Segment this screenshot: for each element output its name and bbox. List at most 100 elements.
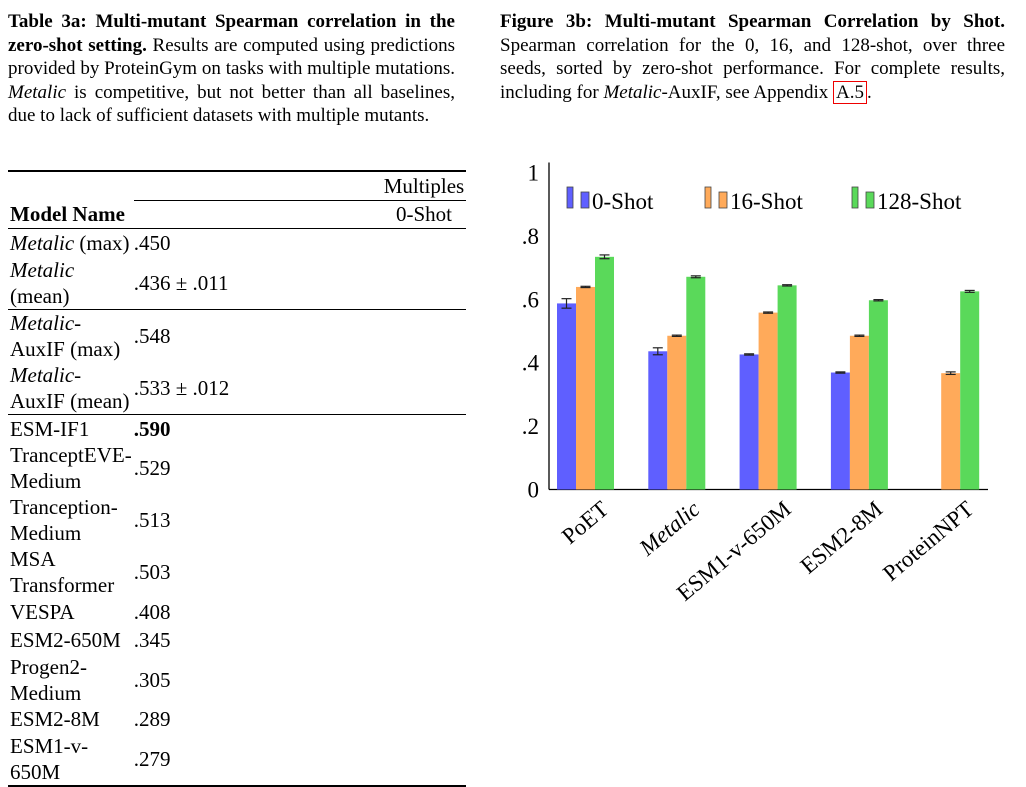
- caption-text: -AuxIF, see Appendix: [661, 81, 834, 103]
- model-name: Metalic-AuxIF (max): [8, 309, 134, 362]
- legend-swatch: [718, 191, 728, 209]
- bar: [648, 351, 668, 490]
- score: .533 ± .012: [133, 375, 230, 400]
- model-name: MSA Transformer: [8, 546, 134, 598]
- bar: [576, 286, 595, 490]
- score: .513: [133, 508, 171, 533]
- error-bar: [561, 298, 572, 309]
- col-header-value: 0-Shot: [395, 202, 452, 227]
- legend-label: 128-Shot: [877, 189, 962, 214]
- y-tick-label: 1: [528, 161, 540, 186]
- x-tick-label: ProteinNPT: [878, 496, 978, 586]
- table-row: Metalic-AuxIF (max) .548: [8, 309, 467, 362]
- table-row: TranceptEVE-Medium .529: [8, 442, 466, 494]
- bar: [557, 303, 576, 490]
- x-tick-label: Metalic: [634, 496, 705, 561]
- figure-caption-title: Figure 3b: Multi-mutant Spearman Correla…: [500, 11, 1005, 32]
- model-name: Tranception-Medium: [8, 494, 134, 546]
- score: .305: [133, 667, 171, 692]
- model-name: ESM-IF1: [8, 414, 134, 442]
- table-caption-title: Table 3a: Multi-mutant Spearman correlat…: [8, 11, 455, 56]
- error-bar: [744, 353, 755, 356]
- table-row: Metalic-AuxIF (mean) .533 ± .012: [8, 362, 466, 415]
- bar: [667, 335, 687, 490]
- table-row: Metalic (max) .450: [8, 229, 466, 257]
- bar: [849, 335, 869, 490]
- model-name-italic: Metalic: [10, 230, 75, 255]
- error-bar: [835, 371, 846, 374]
- table-row: MSA Transformer .503: [8, 546, 466, 598]
- error-bar: [854, 334, 865, 337]
- model-name-text: Progen2-Medium: [10, 654, 87, 705]
- appendix-link[interactable]: A.5: [833, 80, 868, 104]
- error-bar: [964, 289, 975, 293]
- model-name: VESPA: [8, 598, 134, 626]
- figure-caption: Figure 3b: Multi-mutant Spearman Correla…: [500, 10, 1005, 104]
- model-name-text: -AuxIF (max): [10, 310, 121, 361]
- table-caption: Table 3a: Multi-mutant Spearman correlat…: [8, 10, 455, 128]
- model-name: Progen2-Medium: [8, 654, 134, 706]
- table-row: Tranception-Medium .513: [8, 494, 466, 546]
- results-table: Multiples Model Name 0-Shot Metalic (max)…: [8, 170, 467, 787]
- error-bar: [599, 254, 610, 260]
- group-header: Multiples: [133, 171, 467, 201]
- model-name-text: TranceptEVE-Medium: [10, 443, 132, 494]
- error-bar: [671, 334, 682, 337]
- legend-swatch: [865, 191, 875, 209]
- score: .436 ± .011: [133, 270, 229, 295]
- model-name-text: MSA Transformer: [10, 547, 115, 598]
- bar: [960, 291, 980, 490]
- legend-swatch: [704, 186, 712, 209]
- model-name: ESM1-v-650M: [8, 733, 134, 786]
- error-bar: [580, 285, 591, 289]
- model-name: ESM2-8M: [8, 706, 134, 734]
- error-bar: [763, 311, 774, 314]
- model-name-italic: Metalic: [10, 310, 75, 335]
- score: .450: [133, 230, 171, 255]
- y-tick-label: .2: [522, 414, 539, 439]
- bar: [758, 312, 778, 490]
- model-name-text: -AuxIF (mean): [10, 362, 130, 413]
- y-tick-label: .6: [522, 287, 539, 312]
- model-name-italic: Metalic: [10, 362, 75, 387]
- model-name: Metalic (mean): [8, 257, 134, 310]
- error-bar: [652, 347, 663, 356]
- bar: [868, 300, 888, 490]
- col-header-model: Model Name: [10, 202, 125, 227]
- bar: [941, 373, 961, 490]
- caption-text: Results are computed using predictions p…: [8, 34, 455, 80]
- bar: [595, 256, 614, 490]
- table-row: ESM2-8M .289: [8, 706, 466, 734]
- legend-swatch: [580, 191, 590, 209]
- x-tick-label: ESM2-8M: [796, 496, 887, 578]
- y-tick-label: .8: [522, 224, 539, 249]
- y-tick-label: 0: [528, 478, 540, 503]
- model-name-text: (mean): [10, 283, 70, 308]
- bar: [686, 276, 706, 490]
- model-name-text: VESPA: [10, 600, 75, 625]
- error-bar: [873, 299, 884, 302]
- model-name-text: ESM-IF1: [10, 416, 90, 441]
- model-name-text: ESM2-650M: [10, 627, 121, 652]
- model-name: ESM2-650M: [8, 626, 134, 654]
- model-name-text: Tranception-Medium: [10, 495, 118, 546]
- legend-label: 16-Shot: [730, 189, 803, 214]
- error-bar: [782, 284, 793, 287]
- legend-swatch: [566, 186, 574, 209]
- table-row: ESM2-650M .345: [8, 626, 466, 654]
- caption-text: Metalic: [8, 81, 67, 103]
- legend-label: 0-Shot: [592, 189, 654, 214]
- y-tick-label: .4: [522, 351, 540, 376]
- model-name-text: ESM2-8M: [10, 707, 100, 732]
- model-name-italic: Metalic: [10, 257, 75, 282]
- model-name-text: ESM1-v-650M: [10, 734, 89, 785]
- caption-text: Metalic: [603, 81, 662, 103]
- bar: [739, 354, 759, 490]
- model-name: Metalic-AuxIF (mean): [8, 362, 134, 415]
- model-name: Metalic (max): [8, 229, 134, 257]
- score: .345: [133, 627, 171, 652]
- table-row: ESM1-v-650M .279: [8, 733, 467, 787]
- caption-text: is competitive, but not better than all …: [8, 81, 455, 127]
- score: .503: [133, 560, 171, 585]
